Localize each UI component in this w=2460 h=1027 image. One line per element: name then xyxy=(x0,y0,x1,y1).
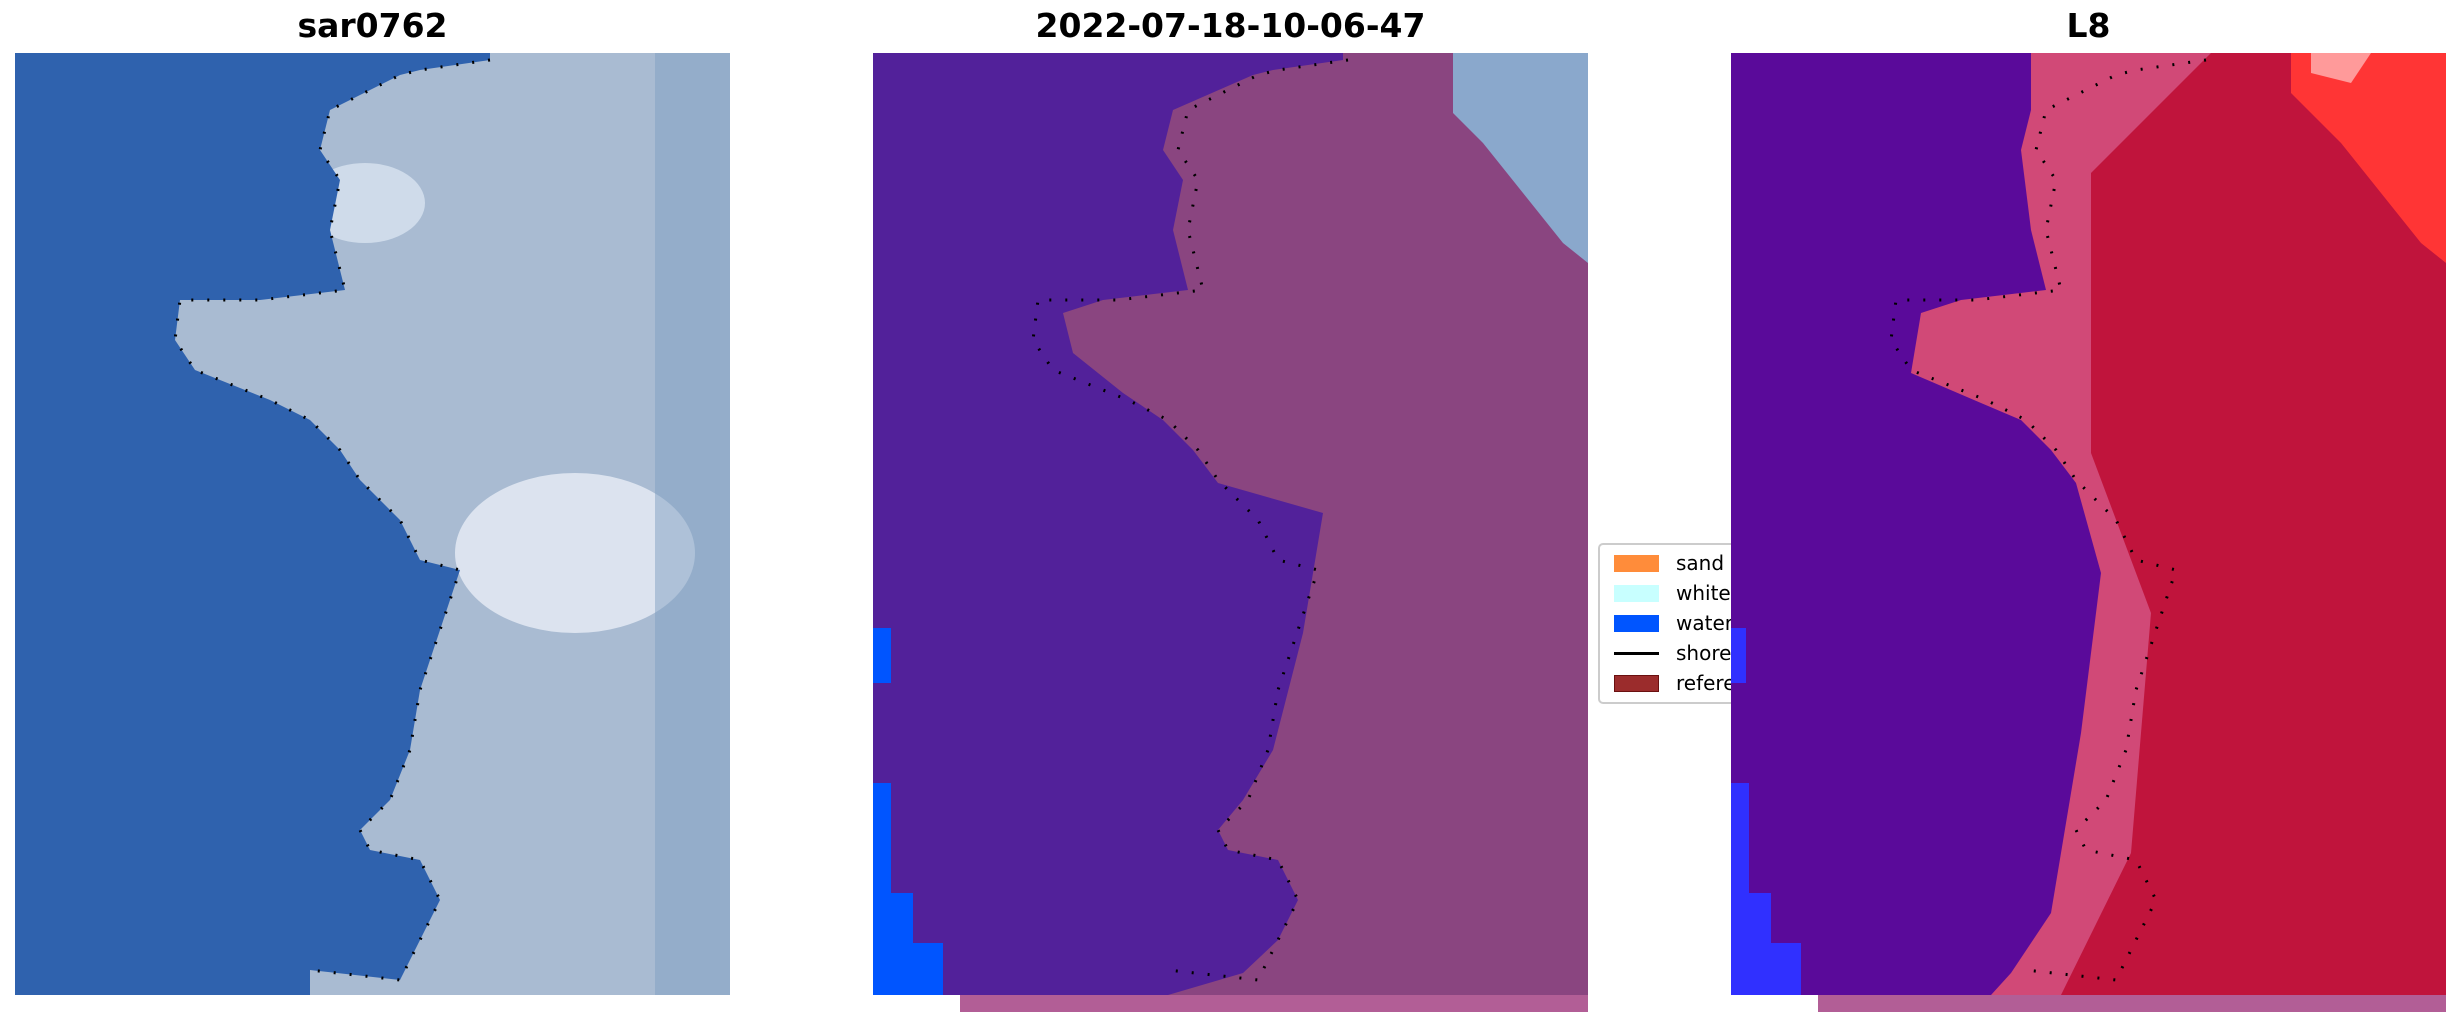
water-region xyxy=(15,53,490,995)
water-region xyxy=(1731,53,2101,995)
shoreline-swatch xyxy=(1614,651,1659,655)
reference-strip xyxy=(1818,995,2446,1012)
shoreline xyxy=(1889,58,2207,982)
reference-swatch xyxy=(1614,674,1659,692)
sand-swatch xyxy=(1614,554,1659,572)
image-panel-sar xyxy=(15,53,730,995)
legend-item-water: water xyxy=(1614,611,1733,635)
panel-title-2: 2022-07-18-10-06-47 xyxy=(1035,6,1426,45)
legend-item-whitewater: whitew xyxy=(1614,581,1747,605)
legend-label: water xyxy=(1676,611,1733,635)
panel-title-1: sar0762 xyxy=(297,6,448,45)
legend-item-sand: sand xyxy=(1614,551,1725,575)
image-panel-classified xyxy=(873,53,1588,995)
image-panel-l8 xyxy=(1731,53,2446,995)
legend-item-reference: referer xyxy=(1614,671,1744,695)
water-region xyxy=(873,53,1343,995)
legend-label: sand xyxy=(1676,551,1725,575)
shoreline xyxy=(173,58,491,982)
water-swatch xyxy=(1614,614,1659,632)
legend-item-shoreline: shorel xyxy=(1614,641,1737,665)
legend-label: shorel xyxy=(1676,641,1737,665)
panel-title-3: L8 xyxy=(2066,6,2111,45)
reference-strip xyxy=(960,995,1588,1012)
shoreline xyxy=(1031,58,1349,982)
whitewater-swatch xyxy=(1614,584,1659,602)
